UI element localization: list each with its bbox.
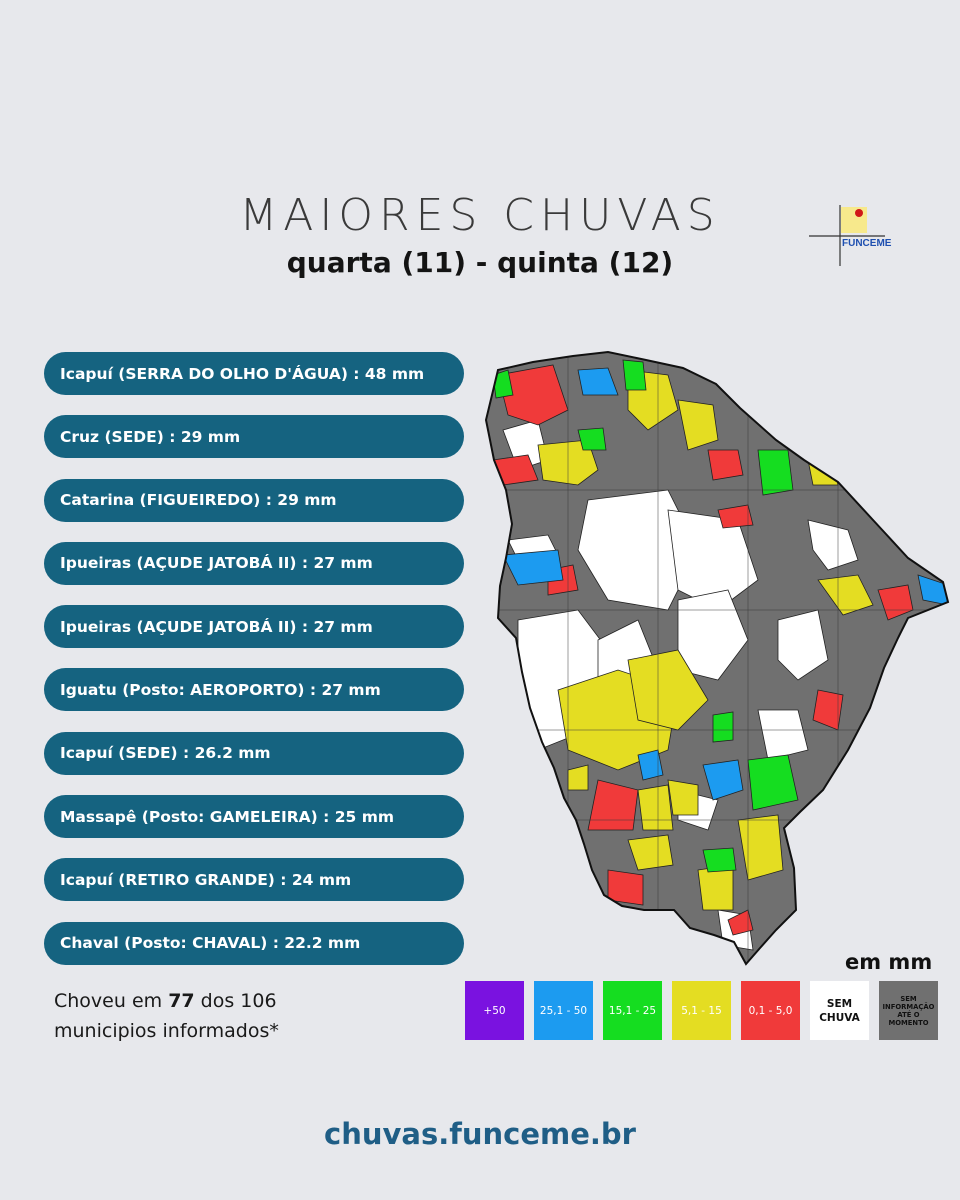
page-title: MAIORES CHUVAS <box>239 190 721 241</box>
legend-swatch: 5,1 - 15 <box>672 981 731 1040</box>
rainfall-legend: +50 25,1 - 50 15,1 - 25 5,1 - 15 0,1 - 5… <box>465 981 948 1040</box>
ranking-item: Icapuí (SEDE) : 26.2 mm <box>44 731 464 775</box>
legend-swatch: SEM INFORMAÇÃO ATÉ O MOMENTO <box>879 981 938 1040</box>
ranking-item: Icapuí (RETIRO GRANDE) : 24 mm <box>44 858 464 902</box>
summary-prefix: Choveu em <box>54 990 169 1012</box>
ranking-item: Icapuí (SERRA DO OLHO D'ÁGUA) : 48 mm <box>44 352 464 395</box>
ranking-item: Ipueiras (AÇUDE JATOBÁ II) : 27 mm <box>44 605 464 649</box>
legend-swatch: 25,1 - 50 <box>534 981 593 1040</box>
ranking-item: Ipueiras (AÇUDE JATOBÁ II) : 27 mm <box>44 541 464 585</box>
ranking-item: Iguatu (Posto: AEROPORTO) : 27 mm <box>44 668 464 712</box>
legend-swatch: 0,1 - 5,0 <box>741 981 800 1040</box>
ceara-rainfall-map <box>484 350 950 966</box>
svg-text:FUNCEME: FUNCEME <box>842 238 892 249</box>
rainfall-ranking-list: Icapuí (SERRA DO OLHO D'ÁGUA) : 48 mm Cr… <box>44 352 464 985</box>
ranking-item: Massapê (Posto: GAMELEIRA) : 25 mm <box>44 795 464 839</box>
funceme-logo: FUNCEME <box>809 205 892 266</box>
summary-line2: municipios informados* <box>54 1020 279 1042</box>
ranking-item: Cruz (SEDE) : 29 mm <box>44 415 464 459</box>
legend-swatch: SEM CHUVA <box>810 981 869 1040</box>
legend-swatch: +50 <box>465 981 524 1040</box>
summary-count: 77 <box>168 990 195 1012</box>
summary-text: Choveu em 77 dos 106 municipios informad… <box>54 986 279 1046</box>
summary-middle: dos 106 <box>194 990 277 1012</box>
date-subtitle: quarta (11) - quinta (12) <box>286 246 674 279</box>
legend-unit: em mm <box>845 950 933 974</box>
footer-url[interactable]: chuvas.funceme.br <box>324 1117 636 1151</box>
legend-swatch: 15,1 - 25 <box>603 981 662 1040</box>
ranking-item: Catarina (FIGUEIREDO) : 29 mm <box>44 478 464 522</box>
ranking-item: Chaval (Posto: CHAVAL) : 22.2 mm <box>44 921 464 965</box>
